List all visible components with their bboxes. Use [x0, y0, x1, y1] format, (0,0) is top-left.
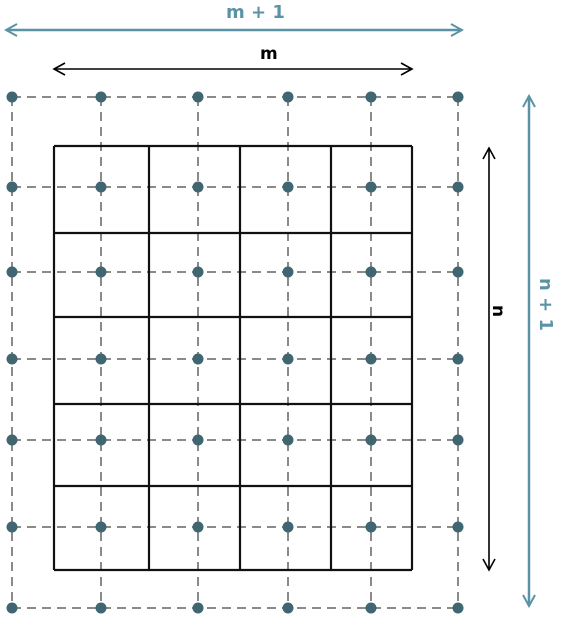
node-point — [192, 266, 204, 278]
label-m: m — [260, 44, 278, 64]
label-m-plus-one: m + 1 — [226, 2, 285, 23]
label-n-plus-one: n + 1 — [534, 278, 556, 331]
node-point — [6, 602, 18, 614]
node-point — [95, 434, 107, 446]
node-point — [282, 181, 294, 193]
label-n: n — [488, 304, 509, 318]
node-point — [95, 353, 107, 365]
node-point — [282, 266, 294, 278]
node-point — [365, 181, 377, 193]
node-point — [192, 91, 204, 103]
node-point — [452, 91, 464, 103]
node-point — [452, 266, 464, 278]
node-point — [95, 266, 107, 278]
node-point — [6, 434, 18, 446]
node-point — [192, 434, 204, 446]
node-point — [365, 353, 377, 365]
node-point — [6, 181, 18, 193]
node-point — [282, 521, 294, 533]
node-point — [95, 91, 107, 103]
node-point — [6, 266, 18, 278]
node-point — [6, 91, 18, 103]
cell-grid — [52, 144, 414, 572]
node-point — [365, 434, 377, 446]
node-point — [282, 602, 294, 614]
node-point — [452, 434, 464, 446]
node-point — [282, 434, 294, 446]
node-point — [95, 181, 107, 193]
node-point — [365, 91, 377, 103]
node-point — [192, 602, 204, 614]
node-point — [452, 353, 464, 365]
node-points — [6, 91, 464, 614]
node-point — [365, 266, 377, 278]
dashed-node-grid — [11, 96, 459, 609]
node-point — [192, 353, 204, 365]
node-point — [282, 353, 294, 365]
node-point — [192, 181, 204, 193]
node-point — [282, 91, 294, 103]
node-point — [95, 521, 107, 533]
node-point — [365, 521, 377, 533]
node-point — [6, 353, 18, 365]
node-point — [95, 602, 107, 614]
node-point — [6, 521, 18, 533]
node-point — [452, 521, 464, 533]
node-point — [452, 181, 464, 193]
node-point — [192, 521, 204, 533]
node-point — [365, 602, 377, 614]
node-point — [452, 602, 464, 614]
